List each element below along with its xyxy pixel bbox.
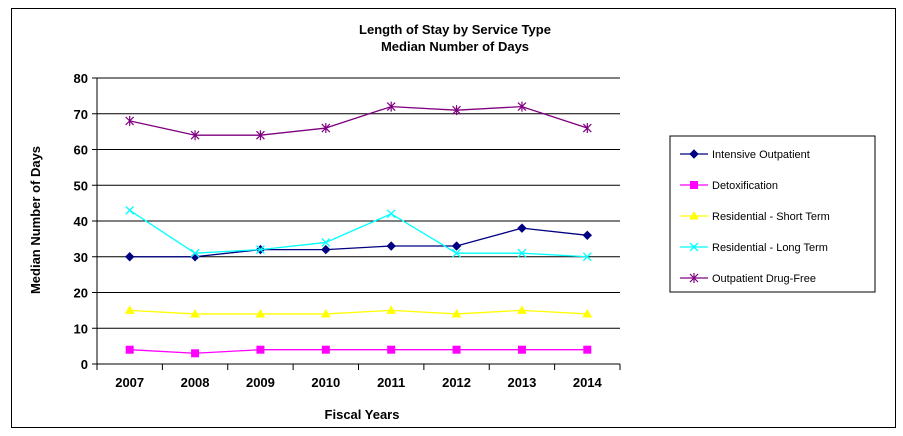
legend: Intensive Outpatient Detoxification Reside… <box>669 135 876 293</box>
series-3 <box>125 205 592 262</box>
data-point <box>582 123 592 134</box>
x-tick-label: 2008 <box>181 375 210 390</box>
x-tick-label: 2014 <box>573 375 603 390</box>
data-point <box>451 241 462 251</box>
data-point <box>386 101 396 112</box>
series-lines <box>124 101 593 358</box>
data-point <box>124 305 135 314</box>
data-point <box>582 308 593 318</box>
data-point <box>517 101 527 112</box>
series-line <box>129 105 588 136</box>
legend-item: Intensive Outpatient <box>680 149 810 161</box>
y-tick-label: 40 <box>74 214 88 229</box>
tick-labels: 0 10 20 30 40 50 60 70 80 2007 2008 2009 2010 2011 201… <box>74 71 603 390</box>
data-point <box>191 349 200 358</box>
y-axis-label: Median Number of Days <box>28 146 43 294</box>
x-axis-label: Fiscal Years <box>325 407 400 422</box>
data-point <box>583 345 592 354</box>
data-point <box>452 248 462 258</box>
data-point <box>517 223 527 233</box>
y-tick-label: 0 <box>81 357 88 372</box>
data-point <box>386 209 396 219</box>
data-point <box>689 149 699 159</box>
legend-item: Residential - Long Term <box>680 242 828 254</box>
legend-label: Outpatient Drug-Free <box>712 273 816 285</box>
series-1 <box>125 345 592 358</box>
data-point <box>124 252 135 262</box>
data-point <box>125 115 135 126</box>
x-tick-label: 2013 <box>507 375 536 390</box>
legend-label: Residential - Short Term <box>712 211 830 223</box>
data-point <box>689 210 699 220</box>
data-point <box>321 345 330 354</box>
series-4 <box>125 101 592 141</box>
data-point <box>190 308 200 318</box>
y-tick-label: 70 <box>74 107 88 122</box>
axes <box>92 77 621 370</box>
chart-title: Length of Stay by Service Type <box>359 22 551 37</box>
legend-box <box>669 135 876 293</box>
chart-subtitle: Median Number of Days <box>381 39 529 54</box>
data-point <box>255 308 266 318</box>
data-point <box>386 241 396 251</box>
y-tick-label: 20 <box>74 286 88 301</box>
series-line <box>129 349 588 354</box>
y-tick-label: 30 <box>74 250 88 265</box>
legend-item: Detoxification <box>680 180 778 192</box>
data-point <box>320 308 331 318</box>
data-point <box>256 345 265 354</box>
series-0 <box>124 223 593 262</box>
x-tick-label: 2012 <box>442 375 471 390</box>
data-point <box>190 130 200 141</box>
legend-item: Outpatient Drug-Free <box>680 273 816 285</box>
x-tick-label: 2011 <box>377 375 405 390</box>
legend-item: Residential - Short Term <box>680 210 830 223</box>
data-point <box>321 237 331 247</box>
data-point <box>321 244 331 255</box>
data-point <box>321 123 331 134</box>
data-point <box>582 252 592 262</box>
series-line <box>129 209 588 258</box>
y-tick-label: 10 <box>74 321 88 336</box>
data-point <box>690 181 698 189</box>
series-line <box>129 227 588 258</box>
data-point <box>689 242 699 252</box>
legend-label: Residential - Long Term <box>712 242 828 254</box>
data-point <box>255 245 265 255</box>
legend-label: Detoxification <box>712 180 778 192</box>
x-tick-label: 2010 <box>311 375 340 390</box>
series-2 <box>124 305 593 318</box>
y-tick-label: 80 <box>74 71 88 86</box>
data-point <box>452 345 461 354</box>
data-point <box>517 248 527 258</box>
data-point <box>125 345 134 354</box>
data-point <box>387 345 396 354</box>
x-tick-label: 2007 <box>115 375 144 390</box>
grid-lines <box>97 77 620 329</box>
data-point <box>582 230 593 241</box>
data-point <box>517 345 526 354</box>
data-point <box>190 248 200 258</box>
data-point <box>386 305 397 314</box>
data-point <box>517 305 527 314</box>
data-point <box>452 105 461 116</box>
y-tick-label: 50 <box>74 178 88 193</box>
y-tick-label: 60 <box>74 143 88 158</box>
data-point <box>689 273 699 283</box>
series-line <box>129 309 588 315</box>
data-point <box>125 205 135 215</box>
legend-label: Intensive Outpatient <box>712 149 810 161</box>
data-point <box>256 130 265 141</box>
data-point <box>451 308 462 318</box>
x-tick-label: 2009 <box>246 375 275 390</box>
